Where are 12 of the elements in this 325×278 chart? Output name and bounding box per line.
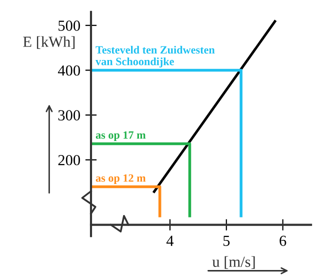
- x-tick-label: 5: [223, 236, 230, 246]
- y-tick-label: 300: [58, 110, 80, 120]
- series-label: Testeveld ten Zuidwesten van Schoondijke: [96, 46, 215, 68]
- x-tick-label: 4: [166, 236, 174, 246]
- y-tick-label: 400: [58, 65, 80, 76]
- y-tick-label: 200: [58, 154, 80, 166]
- x-tick-label: 6: [280, 236, 286, 246]
- series-label: as op 12 m: [96, 174, 146, 184]
- y-tick-label: 500: [58, 20, 80, 31]
- y-axis-title: E [kWh]: [23, 36, 75, 49]
- x-axis-title: u [m/s]: [212, 256, 255, 269]
- series-label: as op 17 m: [96, 131, 146, 142]
